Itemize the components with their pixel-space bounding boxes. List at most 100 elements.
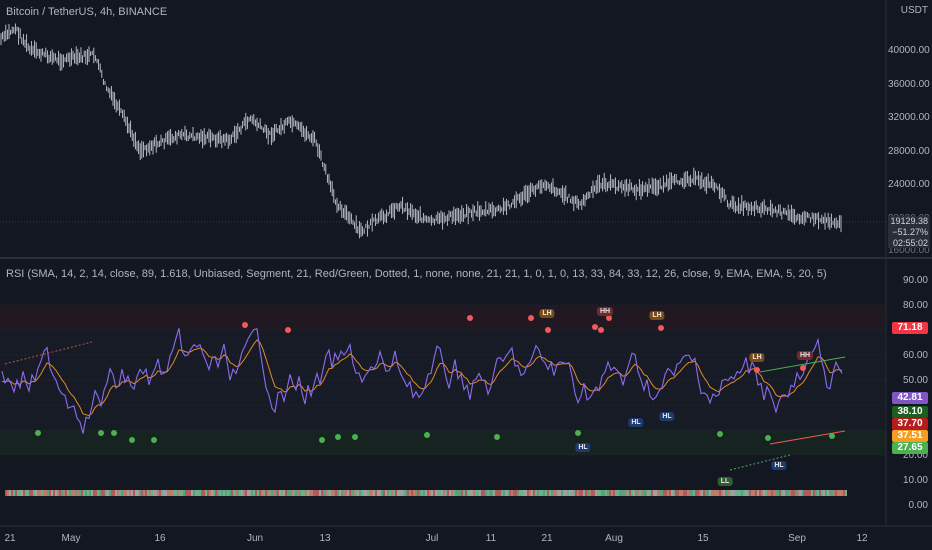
signal-bar: [181, 490, 183, 496]
signal-bar: [573, 490, 575, 496]
signal-bar: [689, 490, 691, 496]
rsi-axis-label: 10.00: [902, 475, 928, 486]
signal-bar: [783, 490, 785, 496]
signal-bar: [425, 490, 427, 496]
signal-bar: [725, 490, 727, 496]
pivot-high-dot: [285, 327, 291, 333]
signal-bar: [737, 490, 739, 496]
signal-bar: [451, 490, 453, 496]
signal-bar: [521, 490, 523, 496]
signal-bar: [357, 490, 359, 496]
signal-bar: [15, 490, 17, 496]
signal-bar: [647, 490, 649, 496]
signal-bar: [333, 490, 335, 496]
signal-bar: [315, 490, 317, 496]
signal-bar: [807, 490, 809, 496]
signal-bar: [275, 490, 277, 496]
signal-bar: [353, 490, 355, 496]
signal-bar: [85, 490, 87, 496]
pivot-high-dot: [606, 315, 612, 321]
rsi-axis-label: 90.00: [902, 275, 928, 286]
time-axis-label: Jul: [425, 533, 439, 544]
signal-bar: [637, 490, 639, 496]
signal-bar: [279, 490, 281, 496]
signal-bar: [61, 490, 63, 496]
signal-bar: [213, 490, 215, 496]
signal-bar: [653, 490, 655, 496]
price-axis-label: 28000.00: [888, 146, 930, 157]
signal-bar: [687, 490, 689, 496]
rsi-badge: 38.10: [892, 406, 928, 418]
signal-bar: [149, 490, 151, 496]
signal-bar: [173, 490, 175, 496]
signal-bar: [391, 490, 393, 496]
signal-bar: [555, 490, 557, 496]
signal-bar: [343, 490, 345, 496]
signal-bar: [111, 490, 113, 496]
time-axis-label: Jun: [246, 533, 264, 544]
oversold-zone: [0, 430, 886, 455]
symbol-title: Bitcoin / TetherUS, 4h, BINANCE: [6, 6, 168, 18]
signal-bar: [411, 490, 413, 496]
signal-bar: [291, 490, 293, 496]
signal-bar: [747, 490, 749, 496]
signal-bar: [461, 490, 463, 496]
signal-bar: [375, 490, 377, 496]
signal-bar: [23, 490, 25, 496]
signal-bar: [621, 490, 623, 496]
pivot-label: LH: [749, 353, 765, 362]
signal-bar: [93, 490, 95, 496]
price-axis-label: 36000.00: [888, 79, 930, 90]
signal-bar: [793, 490, 795, 496]
signal-bar: [209, 490, 211, 496]
signal-bar: [669, 490, 671, 496]
signal-bar: [577, 490, 579, 496]
signal-bar: [347, 490, 349, 496]
signal-bar: [261, 490, 263, 496]
signal-bar: [469, 490, 471, 496]
signal-bar: [679, 490, 681, 496]
time-axis-label: 15: [697, 533, 709, 544]
signal-bar: [633, 490, 635, 496]
signal-bar: [91, 490, 93, 496]
signal-bar: [263, 490, 265, 496]
signal-bar: [59, 490, 61, 496]
pivot-high-dot: [467, 315, 473, 321]
signal-bar: [809, 490, 811, 496]
signal-bar: [19, 490, 21, 496]
signal-bar: [57, 490, 59, 496]
signal-bar: [627, 490, 629, 496]
signal-bar: [585, 490, 587, 496]
signal-bar: [341, 490, 343, 496]
signal-bar: [455, 490, 457, 496]
signal-bar: [141, 490, 143, 496]
signal-bar: [709, 490, 711, 496]
signal-bar: [351, 490, 353, 496]
signal-bar: [95, 490, 97, 496]
signal-bar: [251, 490, 253, 496]
pivot-high-dot: [598, 327, 604, 333]
pivot-label: LL: [717, 477, 733, 486]
signal-bar: [109, 490, 111, 496]
signal-bar: [17, 490, 19, 496]
signal-bar: [785, 490, 787, 496]
time-axis-label: Aug: [605, 533, 623, 544]
signal-bar: [309, 490, 311, 496]
signal-bar: [399, 490, 401, 496]
signal-bar: [385, 490, 387, 496]
signal-bar: [841, 490, 843, 496]
signal-bar: [231, 490, 233, 496]
pivot-low-dot: [494, 434, 500, 440]
signal-bar: [287, 490, 289, 496]
signal-bar: [645, 490, 647, 496]
rsi-badge: 71.18: [892, 322, 928, 334]
signal-bar: [485, 490, 487, 496]
signal-bar: [431, 490, 433, 496]
signal-bar: [467, 490, 469, 496]
signal-bar: [733, 490, 735, 496]
signal-bar: [671, 490, 673, 496]
signal-bar: [503, 490, 505, 496]
signal-bar: [49, 490, 51, 496]
signal-bar: [587, 490, 589, 496]
